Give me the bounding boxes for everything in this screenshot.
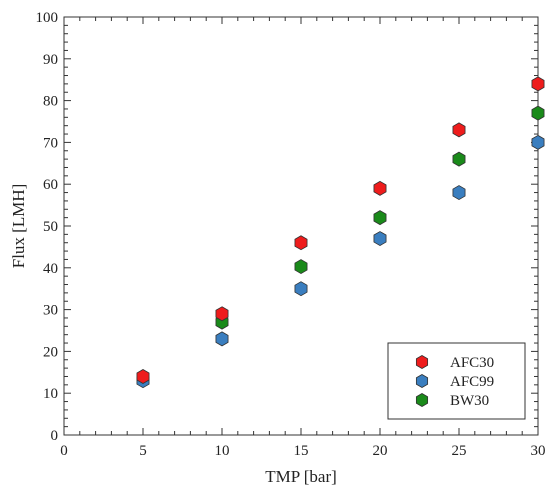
legend-marker-afc99	[415, 374, 429, 388]
legend: AFC30 AFC99 BW30	[387, 342, 526, 420]
data-point-afc30	[373, 180, 387, 196]
data-point-bw30	[452, 151, 466, 167]
x-tick-label: 0	[60, 443, 68, 459]
data-point-afc30	[136, 369, 150, 384]
y-tick-label: 30	[43, 303, 58, 319]
data-point-afc99	[373, 231, 387, 247]
data-points	[136, 76, 545, 389]
y-tick-label: 50	[43, 219, 58, 235]
legend-label-afc99: AFC99	[450, 374, 494, 390]
x-tick-label: 25	[452, 443, 467, 459]
x-axis-label: TMP [bar]	[265, 467, 337, 486]
y-tick-label: 80	[43, 94, 58, 110]
y-tick-label: 60	[43, 177, 58, 193]
x-tick-label: 30	[531, 443, 546, 459]
data-point-bw30	[294, 259, 308, 275]
data-point-afc99	[294, 281, 308, 297]
x-tick-label: 15	[294, 443, 309, 459]
x-tick-label: 5	[139, 443, 147, 459]
legend-marker-afc30	[415, 355, 429, 369]
legend-box	[387, 342, 526, 420]
axis-ticks: 0 5 10 15 20 25 30 0 10 20 30 40 50 60 70 80 90 100	[36, 10, 546, 459]
data-point-bw30	[531, 105, 545, 121]
legend-label-afc30: AFC30	[450, 355, 494, 371]
x-tick-label: 20	[373, 443, 388, 459]
legend-marker-bw30	[415, 393, 429, 407]
data-point-afc30	[294, 235, 308, 251]
y-tick-label: 20	[43, 344, 58, 360]
y-tick-label: 10	[43, 386, 58, 402]
y-tick-label: 40	[43, 261, 58, 277]
legend-label-bw30: BW30	[450, 393, 489, 409]
data-point-bw30	[373, 210, 387, 226]
data-point-afc30	[452, 122, 466, 138]
y-tick-label: 90	[43, 52, 58, 68]
data-point-afc30	[215, 306, 229, 322]
y-axis-label: Flux [LMH]	[9, 184, 28, 269]
data-point-afc99	[531, 134, 545, 150]
y-tick-label: 0	[51, 428, 59, 444]
data-point-afc99	[452, 185, 466, 201]
x-tick-label: 10	[215, 443, 230, 459]
y-tick-label: 70	[43, 135, 58, 151]
y-tick-label: 100	[36, 10, 59, 26]
data-point-afc30	[531, 76, 545, 92]
data-point-afc99	[215, 331, 229, 347]
